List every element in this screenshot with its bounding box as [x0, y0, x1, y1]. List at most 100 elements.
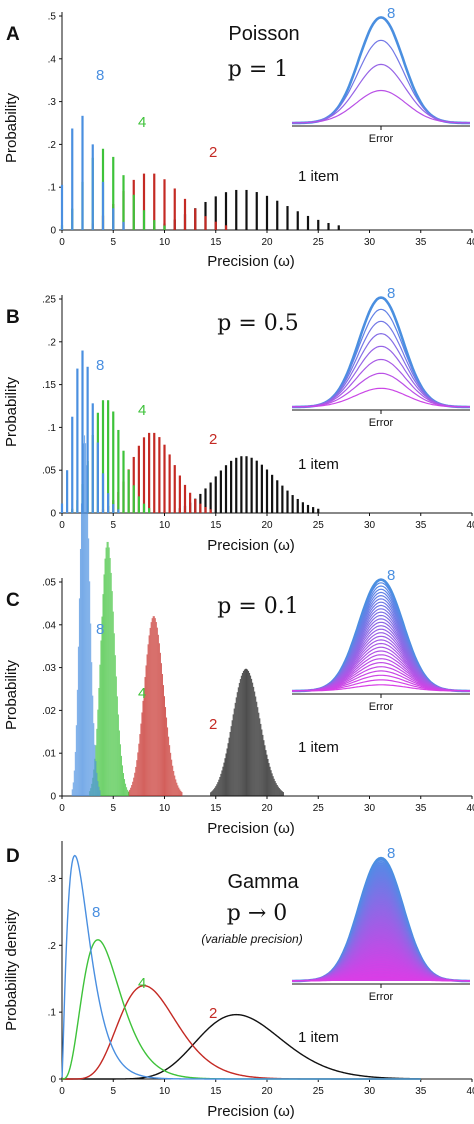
bar-2	[129, 789, 131, 796]
bar-2	[153, 173, 156, 230]
series-label-2: 2	[209, 1005, 217, 1022]
x-tick-label: 30	[364, 1086, 376, 1097]
x-tick-label: 5	[110, 237, 116, 248]
curve-8	[61, 854, 421, 1080]
model-name: Gamma	[227, 871, 299, 893]
bar-2	[177, 785, 179, 796]
bar-8	[91, 403, 94, 513]
bar-8	[95, 761, 97, 796]
bar-8	[73, 770, 75, 796]
bar-4	[116, 696, 118, 796]
bar-1	[245, 456, 248, 513]
bar-4	[126, 787, 128, 796]
bar-8	[76, 368, 79, 513]
inset-top-label: 8	[387, 845, 395, 862]
bar-1	[222, 766, 224, 796]
bar-1	[240, 456, 243, 513]
bar-2	[168, 454, 171, 513]
inset-curve	[291, 598, 471, 692]
panel-letter: B	[6, 307, 20, 328]
bar-2	[194, 208, 197, 230]
bar-1	[223, 762, 225, 796]
bar-2	[139, 734, 141, 796]
curve-1	[62, 1013, 421, 1080]
bar-2	[183, 484, 187, 513]
bar-8	[81, 115, 84, 230]
bar-8	[76, 689, 78, 796]
bar-1	[224, 758, 226, 796]
panel-letter: C	[6, 590, 20, 611]
bar-2	[131, 785, 133, 796]
x-axis-label: Precision (ω)	[207, 253, 295, 270]
bar-1	[212, 790, 214, 796]
series-label-8: 8	[92, 904, 100, 921]
bar-8	[97, 781, 99, 796]
bar-2	[164, 696, 165, 796]
bar-8	[60, 503, 64, 513]
bar-1	[256, 701, 258, 796]
x-tick-label: 30	[364, 237, 376, 248]
bar-1	[235, 697, 237, 796]
series-1	[153, 189, 340, 230]
bar-1	[225, 753, 227, 796]
series-8	[71, 435, 101, 796]
bar-4	[98, 688, 100, 796]
x-tick-label: 15	[210, 520, 222, 531]
x-tick-label: 25	[313, 237, 325, 248]
bar-1	[260, 723, 262, 796]
bar-2	[152, 616, 154, 796]
bar-8	[79, 548, 81, 796]
inset-curve	[292, 604, 470, 692]
bar-1	[266, 754, 268, 796]
series-label-1: 1 item	[298, 456, 339, 473]
bar-2	[181, 792, 183, 796]
bar-1	[273, 778, 275, 796]
bar-4	[110, 572, 112, 796]
bar-8	[96, 772, 98, 796]
bar-1	[264, 745, 266, 796]
bar-4	[119, 744, 121, 796]
bar-1	[317, 508, 320, 513]
bar-1	[210, 792, 212, 796]
bar-2	[151, 618, 153, 796]
bar-8	[117, 509, 120, 513]
model-name: Poisson	[228, 23, 299, 45]
bar-2	[143, 688, 145, 796]
bar-2	[149, 627, 151, 796]
bar-2	[170, 752, 172, 796]
panel-letter: A	[6, 24, 20, 45]
y-tick-label: .2	[48, 941, 57, 952]
bar-1	[263, 740, 265, 796]
y-axis-label: Probability	[3, 376, 20, 447]
series-label-4: 4	[138, 114, 146, 131]
bar-1	[277, 786, 279, 796]
x-axis-label: Precision (ω)	[207, 1103, 295, 1120]
bar-1	[249, 672, 251, 796]
bar-1	[218, 779, 220, 796]
bar-1	[214, 476, 217, 513]
bar-1	[257, 707, 259, 796]
inset-curve	[291, 591, 471, 692]
inset-curve	[292, 89, 470, 124]
inset-top-label: 8	[387, 567, 395, 584]
bar-8	[88, 538, 90, 796]
bar-2	[141, 712, 143, 796]
bar-2	[138, 743, 140, 796]
bar-4	[101, 400, 105, 513]
bar-4	[103, 574, 105, 796]
x-tick-label: 15	[210, 803, 222, 814]
inset-curve	[292, 358, 470, 408]
p-value-label: p → 0	[227, 901, 288, 926]
bar-4	[118, 730, 120, 796]
series-label-8: 8	[96, 67, 104, 84]
bar-1	[276, 480, 279, 513]
bar-8	[66, 470, 69, 513]
inset-curve	[292, 332, 470, 408]
series-4	[89, 541, 130, 796]
bar-4	[96, 728, 98, 796]
series-label-4: 4	[138, 975, 146, 992]
inset-curve	[292, 976, 470, 982]
bar-2	[194, 498, 197, 513]
bar-1	[258, 712, 260, 796]
bar-2	[140, 723, 142, 796]
